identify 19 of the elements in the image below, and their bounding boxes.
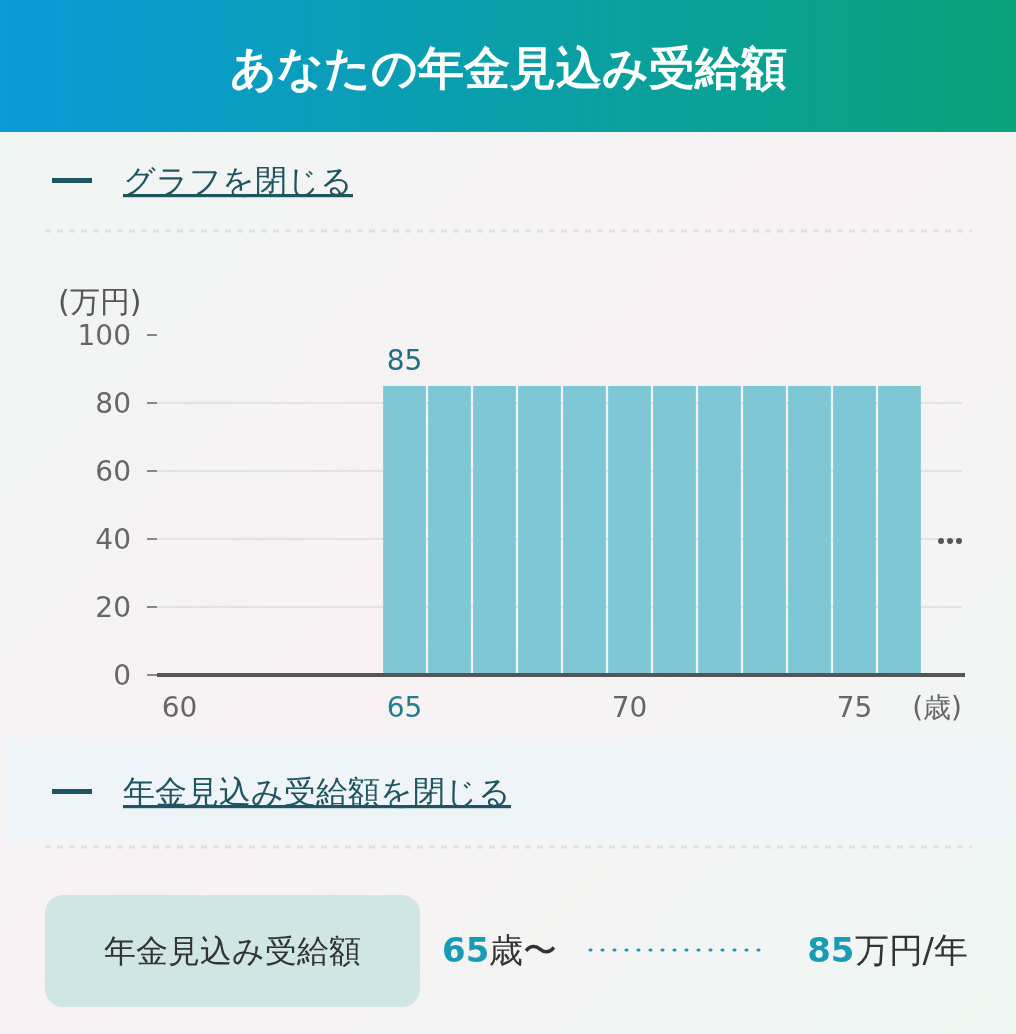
text: 年金見込み受給額を閉じる bbox=[123, 773, 511, 811]
chart-title: あなたの年金見込み受給額 bbox=[229, 41, 787, 95]
y-tick-label: 60 bbox=[95, 455, 131, 488]
x-axis-title: (歳) bbox=[912, 691, 962, 724]
x-tick-label: 70 bbox=[611, 691, 648, 724]
y-tick-label: 100 bbox=[77, 319, 131, 352]
text: 年金見込み受給額 bbox=[103, 932, 361, 970]
data-label: 85 bbox=[386, 344, 423, 377]
text: 85万円/年 bbox=[807, 930, 968, 970]
y-tick-label: 40 bbox=[95, 523, 131, 556]
y-tick-label: 0 bbox=[113, 659, 131, 692]
x-tick-label: 65 bbox=[386, 691, 423, 724]
y-tick-label: 80 bbox=[95, 387, 131, 420]
x-tick-label: 75 bbox=[836, 691, 873, 724]
x-tick-label: 60 bbox=[161, 691, 198, 724]
y-tick-label: 20 bbox=[95, 591, 131, 624]
text: 65歳〜 bbox=[442, 930, 558, 970]
y-axis-title: (万円) bbox=[58, 284, 142, 319]
text: グラフを閉じる bbox=[123, 162, 353, 200]
